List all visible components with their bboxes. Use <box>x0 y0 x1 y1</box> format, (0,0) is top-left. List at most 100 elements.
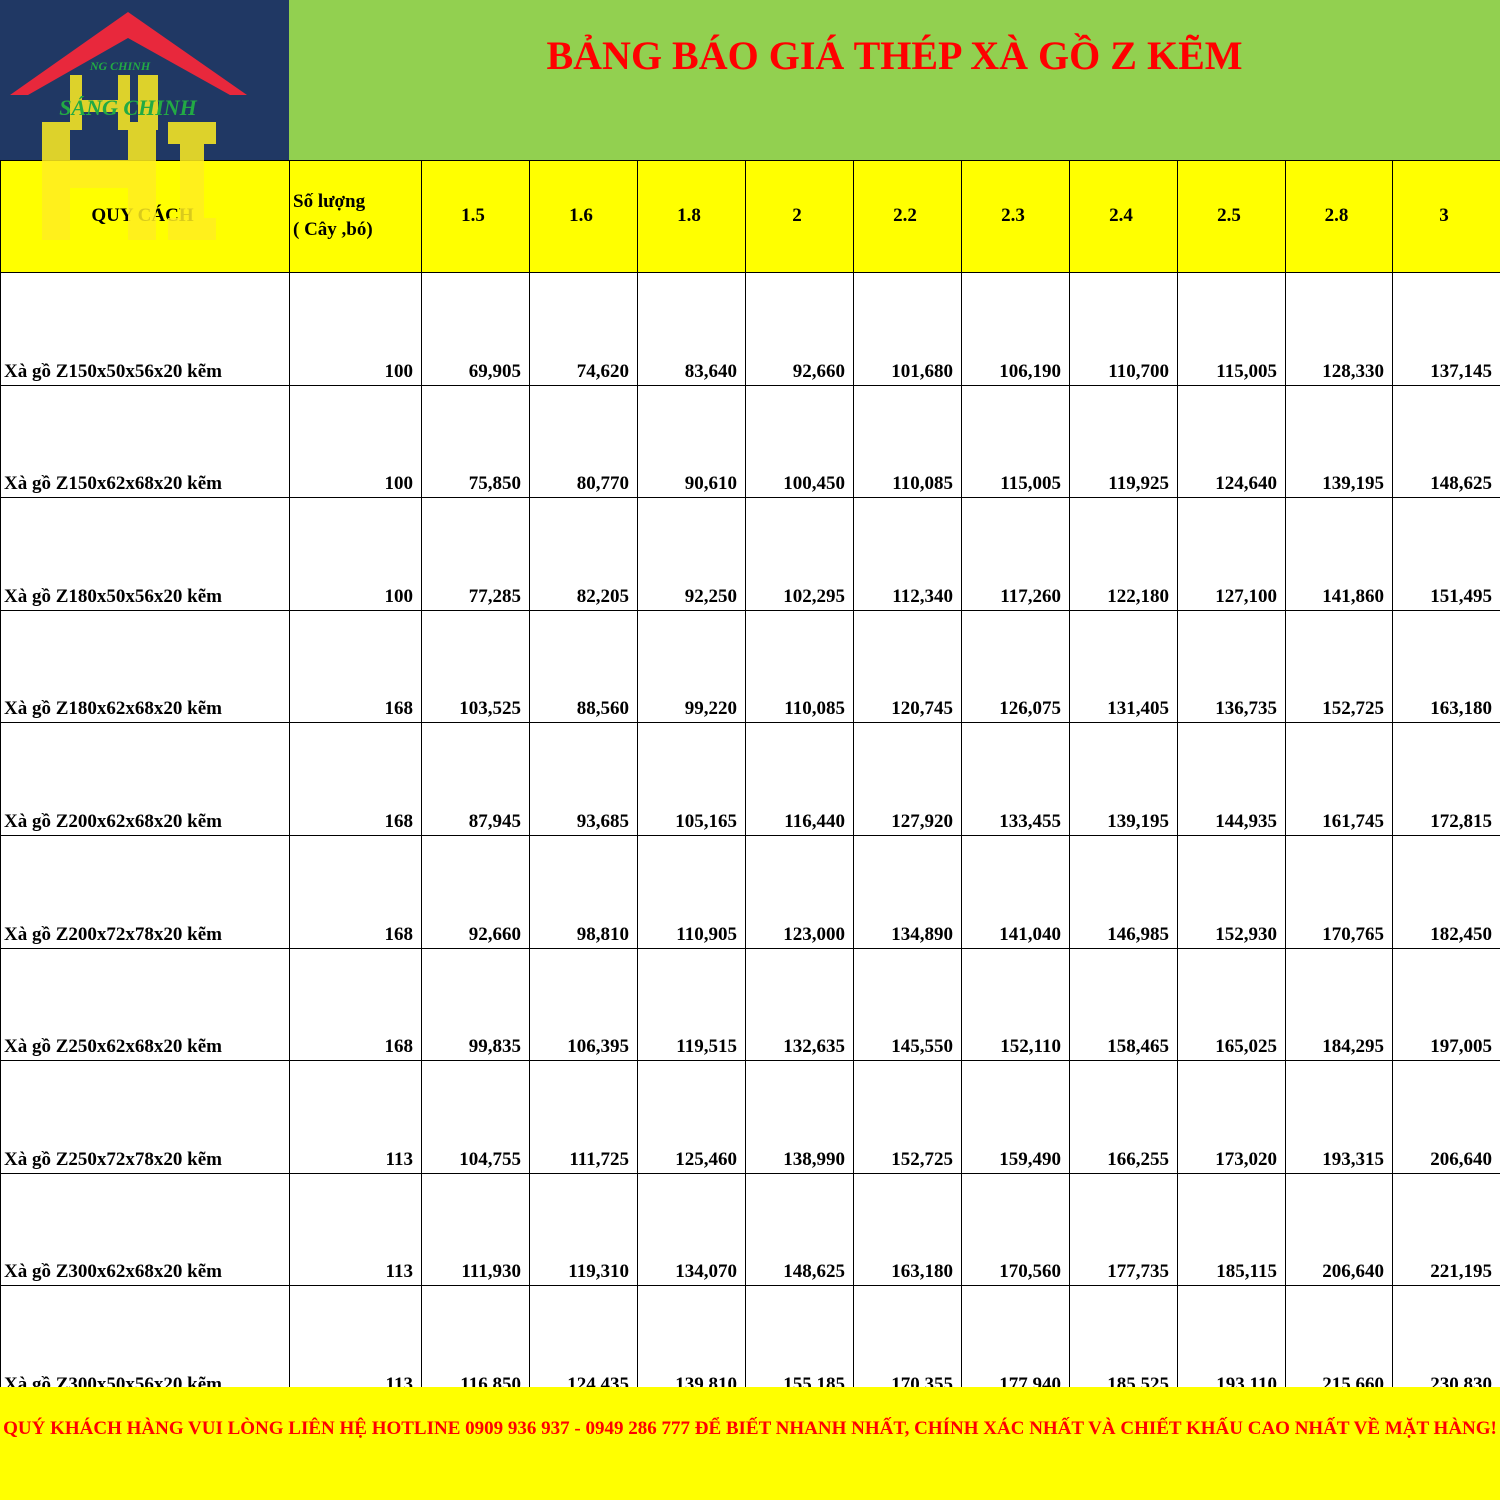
price-cell: 105,165 <box>637 722 746 836</box>
price-cell: 110,700 <box>1069 272 1178 386</box>
price-cell: 120,745 <box>853 609 962 724</box>
price-cell: 158,465 <box>1069 947 1178 1062</box>
price-cell: 139,810 <box>637 1285 746 1399</box>
price-cell: 116,850 <box>421 1285 530 1399</box>
header-thickness: 2.8 <box>1285 160 1393 273</box>
price-cell: 92,660 <box>421 834 530 949</box>
price-cell: 125,460 <box>637 1060 746 1174</box>
header-thickness: 3 <box>1392 160 1500 273</box>
price-cell: 101,680 <box>853 272 962 386</box>
price-cell: 112,340 <box>853 497 962 611</box>
header-thickness: 2.5 <box>1177 160 1286 273</box>
price-cell: 206,640 <box>1285 1172 1393 1287</box>
price-cell: 163,180 <box>1392 609 1500 724</box>
price-cell: 77,285 <box>421 497 530 611</box>
quantity: 113 <box>289 1060 422 1174</box>
price-cell: 80,770 <box>529 384 638 499</box>
price-cell: 127,100 <box>1177 497 1286 611</box>
price-cell: 119,925 <box>1069 384 1178 499</box>
price-cell: 88,560 <box>529 609 638 724</box>
price-cell: 170,355 <box>853 1285 962 1399</box>
product-name: Xà gồ Z150x62x68x20 kẽm <box>0 384 290 499</box>
header-thickness: 1.5 <box>421 160 530 273</box>
header-thickness: 2 <box>745 160 854 273</box>
header-thickness: 2.3 <box>961 160 1070 273</box>
price-cell: 92,660 <box>745 272 854 386</box>
price-cell: 133,455 <box>961 722 1070 836</box>
header-thickness: 1.6 <box>529 160 638 273</box>
price-cell: 146,985 <box>1069 834 1178 949</box>
price-cell: 185,115 <box>1177 1172 1286 1287</box>
quantity: 100 <box>289 272 422 386</box>
price-cell: 221,195 <box>1392 1172 1500 1287</box>
price-cell: 99,835 <box>421 947 530 1062</box>
price-cell: 152,930 <box>1177 834 1286 949</box>
header-spec: QUY CÁCH <box>0 160 290 273</box>
price-cell: 69,905 <box>421 272 530 386</box>
price-cell: 93,685 <box>529 722 638 836</box>
price-cell: 173,020 <box>1177 1060 1286 1174</box>
price-cell: 136,735 <box>1177 609 1286 724</box>
price-cell: 74,620 <box>529 272 638 386</box>
price-cell: 138,990 <box>745 1060 854 1174</box>
price-cell: 119,515 <box>637 947 746 1062</box>
product-name: Xà gồ Z250x72x78x20 kẽm <box>0 1060 290 1174</box>
product-name: Xà gồ Z180x62x68x20 kẽm <box>0 609 290 724</box>
table-row: Xà gồ Z250x62x68x20 kẽm 168 99,835 106,395 1… <box>0 947 1500 1062</box>
quantity: 100 <box>289 384 422 499</box>
price-cell: 134,890 <box>853 834 962 949</box>
price-cell: 139,195 <box>1285 384 1393 499</box>
price-cell: 155,185 <box>745 1285 854 1399</box>
header-row: QUY CÁCH Số lượng( Cây ,bó) 1.5 1.6 1.8 2 2.… <box>0 160 1500 273</box>
price-cell: 124,435 <box>529 1285 638 1399</box>
product-name: Xà gồ Z300x50x56x20 kẽm <box>0 1285 290 1399</box>
price-cell: 110,905 <box>637 834 746 949</box>
price-cell: 144,935 <box>1177 722 1286 836</box>
table-row: Xà gồ Z150x50x56x20 kẽm 100 69,905 74,620 83… <box>0 272 1500 386</box>
price-cell: 127,920 <box>853 722 962 836</box>
quantity: 168 <box>289 609 422 724</box>
price-cell: 148,625 <box>1392 384 1500 499</box>
price-cell: 177,940 <box>961 1285 1070 1399</box>
price-cell: 151,495 <box>1392 497 1500 611</box>
price-cell: 141,040 <box>961 834 1070 949</box>
quantity: 100 <box>289 497 422 611</box>
price-cell: 115,005 <box>961 384 1070 499</box>
product-name: Xà gồ Z150x50x56x20 kẽm <box>0 272 290 386</box>
price-cell: 115,005 <box>1177 272 1286 386</box>
price-cell: 100,450 <box>745 384 854 499</box>
price-cell: 123,000 <box>745 834 854 949</box>
price-cell: 230,830 <box>1392 1285 1500 1399</box>
price-cell: 137,145 <box>1392 272 1500 386</box>
price-cell: 83,640 <box>637 272 746 386</box>
price-cell: 177,735 <box>1069 1172 1178 1287</box>
price-cell: 117,260 <box>961 497 1070 611</box>
price-cell: 132,635 <box>745 947 854 1062</box>
quantity: 168 <box>289 947 422 1062</box>
price-cell: 106,190 <box>961 272 1070 386</box>
price-cell: 111,930 <box>421 1172 530 1287</box>
page-title: BẢNG BÁO GIÁ THÉP XÀ GỒ Z KẼM <box>546 33 1243 78</box>
price-cell: 184,295 <box>1285 947 1393 1062</box>
price-cell: 75,850 <box>421 384 530 499</box>
table-row: Xà gồ Z180x50x56x20 kẽm 100 77,285 82,205 92… <box>0 497 1500 611</box>
price-cell: 152,725 <box>853 1060 962 1174</box>
header-qty-line2: ( Cây ,bó) <box>293 218 373 240</box>
price-cell: 122,180 <box>1069 497 1178 611</box>
price-cell: 106,395 <box>529 947 638 1062</box>
price-cell: 193,315 <box>1285 1060 1393 1174</box>
price-cell: 119,310 <box>529 1172 638 1287</box>
price-cell: 170,765 <box>1285 834 1393 949</box>
price-cell: 110,085 <box>853 384 962 499</box>
price-cell: 116,440 <box>745 722 854 836</box>
product-name: Xà gồ Z250x62x68x20 kẽm <box>0 947 290 1062</box>
price-cell: 193,110 <box>1177 1285 1286 1399</box>
price-cell: 141,860 <box>1285 497 1393 611</box>
table-row: Xà gồ Z200x62x68x20 kẽm 168 87,945 93,685 10… <box>0 722 1500 836</box>
price-cell: 110,085 <box>745 609 854 724</box>
product-name: Xà gồ Z180x50x56x20 kẽm <box>0 497 290 611</box>
price-cell: 128,330 <box>1285 272 1393 386</box>
price-cell: 148,625 <box>745 1172 854 1287</box>
price-cell: 166,255 <box>1069 1060 1178 1174</box>
table-row: Xà gồ Z180x62x68x20 kẽm 168 103,525 88,560 9… <box>0 609 1500 724</box>
